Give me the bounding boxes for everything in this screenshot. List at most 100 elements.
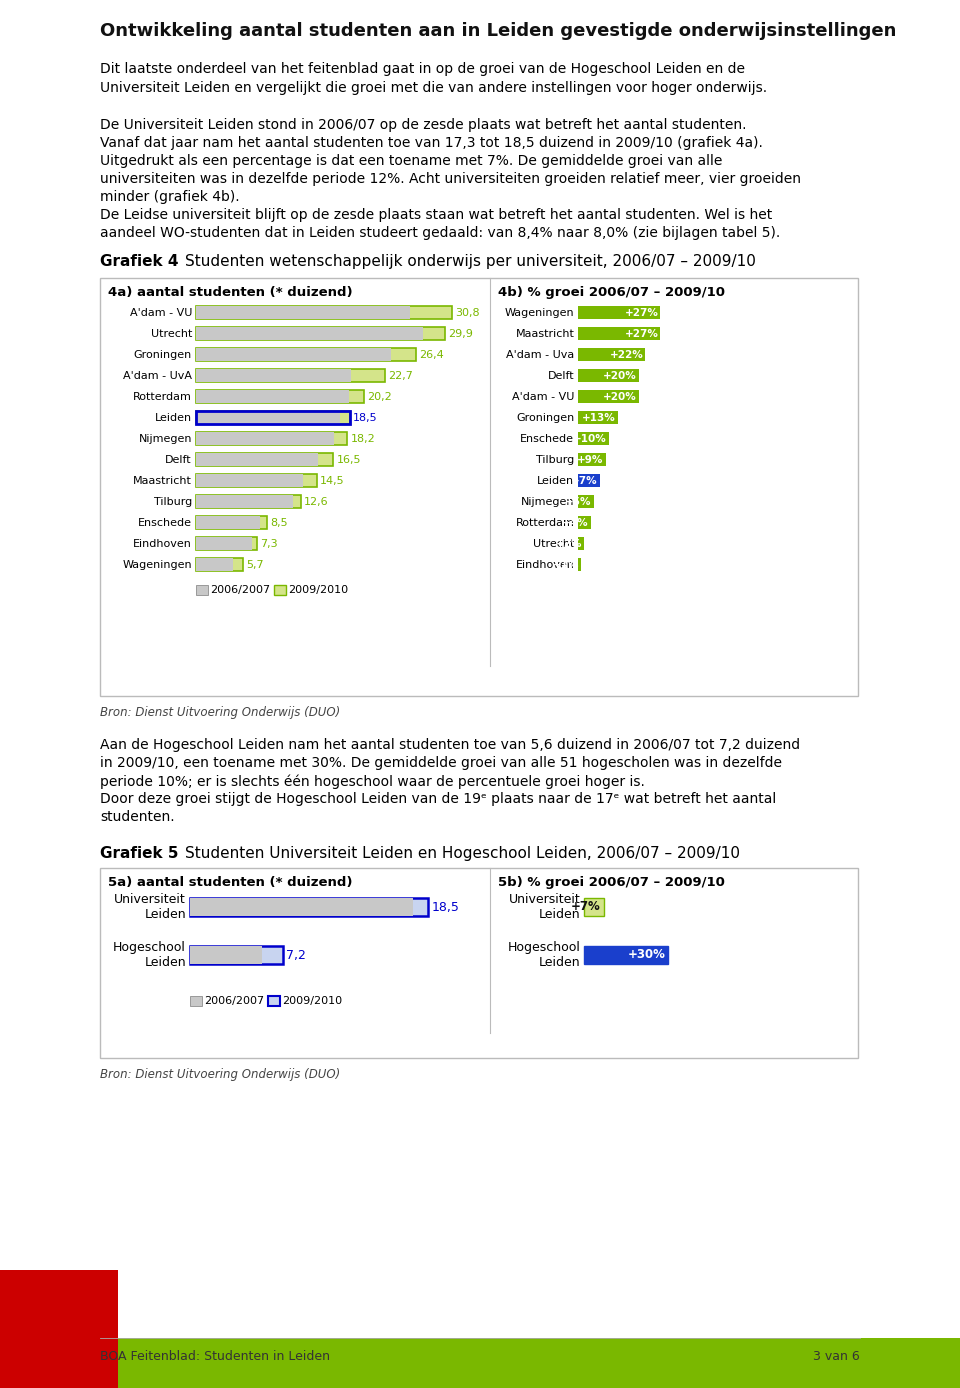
Text: studenten.: studenten. (100, 811, 175, 824)
Text: 5b) % groei 2006/07 – 2009/10: 5b) % groei 2006/07 – 2009/10 (498, 876, 725, 888)
Text: Ontwikkeling aantal studenten aan in Leiden gevestigde onderwijsinstellingen: Ontwikkeling aantal studenten aan in Lei… (100, 22, 897, 40)
Text: A'dam - UvA: A'dam - UvA (123, 371, 192, 380)
Text: 2009/2010: 2009/2010 (282, 997, 342, 1006)
Text: Rotterdam: Rotterdam (133, 391, 192, 401)
Text: 16,5: 16,5 (336, 454, 361, 465)
Text: De Universiteit Leiden stond in 2006/07 op de zesde plaats wat betreft het aanta: De Universiteit Leiden stond in 2006/07 … (100, 118, 747, 132)
Text: 18,2: 18,2 (350, 433, 375, 444)
Text: A'dam - VU: A'dam - VU (130, 308, 192, 318)
Text: aandeel WO-studenten dat in Leiden studeert gedaald: van 8,4% naar 8,0% (zie bij: aandeel WO-studenten dat in Leiden stude… (100, 226, 780, 240)
Text: Utrecht: Utrecht (151, 329, 192, 339)
Bar (196, 328, 444, 340)
Bar (100, 868, 858, 1058)
Text: Wageningen: Wageningen (122, 559, 192, 569)
Text: Groningen: Groningen (133, 350, 192, 359)
Text: Maastricht: Maastricht (133, 476, 192, 486)
Text: Wageningen: Wageningen (505, 308, 574, 318)
Bar (578, 432, 609, 446)
Bar (578, 496, 593, 508)
Text: A'dam - Uva: A'dam - Uva (506, 350, 574, 359)
Text: +20%: +20% (603, 371, 637, 380)
Text: +13%: +13% (582, 412, 615, 422)
Text: Uitgedrukt als een percentage is dat een toename met 7%. De gemiddelde groei van: Uitgedrukt als een percentage is dat een… (100, 154, 722, 168)
Bar (196, 452, 319, 466)
Bar (578, 558, 582, 570)
Bar (196, 537, 256, 550)
Text: Hogeschool
Leiden: Hogeschool Leiden (113, 941, 186, 969)
Bar (196, 348, 416, 361)
Bar (578, 473, 600, 487)
Bar (0, 1338, 960, 1388)
Text: Nijmegen: Nijmegen (138, 433, 192, 444)
Text: 30,8: 30,8 (455, 308, 480, 318)
Text: Eindhoven: Eindhoven (133, 539, 192, 548)
Text: 5a) aantal studenten (* duizend): 5a) aantal studenten (* duizend) (108, 876, 352, 888)
Bar (196, 390, 349, 403)
Text: 22,7: 22,7 (388, 371, 413, 380)
Text: +7%: +7% (571, 901, 601, 913)
Bar (578, 411, 618, 423)
Bar (196, 516, 260, 529)
Text: 29,9: 29,9 (448, 329, 472, 339)
Text: +27%: +27% (624, 329, 659, 339)
Bar (196, 496, 293, 508)
Bar (196, 473, 302, 487)
Text: Bron: Dienst Uitvoering Onderwijs (DUO): Bron: Dienst Uitvoering Onderwijs (DUO) (100, 706, 340, 719)
Bar (100, 278, 858, 695)
Text: Nijmegen: Nijmegen (521, 497, 574, 507)
Bar (578, 390, 639, 403)
Text: Hogeschool
Leiden: Hogeschool Leiden (508, 941, 581, 969)
Text: 4b) % groei 2006/07 – 2009/10: 4b) % groei 2006/07 – 2009/10 (498, 286, 726, 298)
Bar (268, 997, 280, 1006)
Text: +7%: +7% (571, 476, 598, 486)
Text: Tilburg: Tilburg (536, 454, 574, 465)
Bar (196, 390, 364, 403)
Bar (196, 305, 410, 319)
Bar (585, 898, 604, 916)
Text: Rotterdam: Rotterdam (516, 518, 574, 527)
Text: Leiden: Leiden (155, 412, 192, 422)
Text: De Leidse universiteit blijft op de zesde plaats staan wat betreft het aantal st: De Leidse universiteit blijft op de zesd… (100, 208, 772, 222)
Text: Bron: Dienst Uitvoering Onderwijs (DUO): Bron: Dienst Uitvoering Onderwijs (DUO) (100, 1067, 340, 1081)
Bar (196, 328, 423, 340)
Text: Tilburg: Tilburg (154, 497, 192, 507)
Text: Universiteit
Leiden: Universiteit Leiden (509, 892, 581, 922)
Text: Grafiek 5: Grafiek 5 (100, 847, 179, 861)
Text: +1%: +1% (553, 559, 580, 569)
Bar (190, 947, 282, 965)
Text: 2006/2007: 2006/2007 (210, 584, 270, 595)
Text: 2006/2007: 2006/2007 (204, 997, 264, 1006)
Text: Studenten wetenschappelijk onderwijs per universiteit, 2006/07 – 2009/10: Studenten wetenschappelijk onderwijs per… (185, 254, 756, 269)
Text: 14,5: 14,5 (320, 476, 345, 486)
Text: Vanaf dat jaar nam het aantal studenten toe van 17,3 tot 18,5 duizend in 2009/10: Vanaf dat jaar nam het aantal studenten … (100, 136, 763, 150)
Bar (196, 558, 233, 570)
Bar (196, 496, 300, 508)
Text: Enschede: Enschede (520, 433, 574, 444)
Bar (196, 411, 350, 423)
Text: 7,3: 7,3 (260, 539, 277, 548)
Text: Grafiek 4: Grafiek 4 (100, 254, 179, 269)
Text: Leiden: Leiden (538, 476, 574, 486)
Text: BOA Feitenblad: Studenten in Leiden: BOA Feitenblad: Studenten in Leiden (100, 1351, 330, 1363)
Text: 4a) aantal studenten (* duizend): 4a) aantal studenten (* duizend) (108, 286, 352, 298)
Bar (578, 369, 639, 382)
Bar (196, 369, 385, 382)
Text: 18,5: 18,5 (353, 412, 377, 422)
Text: +20%: +20% (603, 391, 637, 401)
Bar (196, 305, 452, 319)
Bar (196, 432, 334, 446)
Text: 8,5: 8,5 (270, 518, 287, 527)
Bar (196, 452, 333, 466)
Bar (196, 411, 340, 423)
Bar (190, 898, 428, 916)
Text: +27%: +27% (624, 308, 659, 318)
Bar (585, 947, 668, 965)
Text: Delft: Delft (165, 454, 192, 465)
Text: Studenten Universiteit Leiden en Hogeschool Leiden, 2006/07 – 2009/10: Studenten Universiteit Leiden en Hogesch… (185, 847, 740, 861)
Bar (196, 473, 317, 487)
Text: 26,4: 26,4 (419, 350, 444, 359)
Bar (190, 997, 202, 1006)
Text: 20,2: 20,2 (367, 391, 392, 401)
Bar (196, 537, 252, 550)
Text: Delft: Delft (548, 371, 574, 380)
